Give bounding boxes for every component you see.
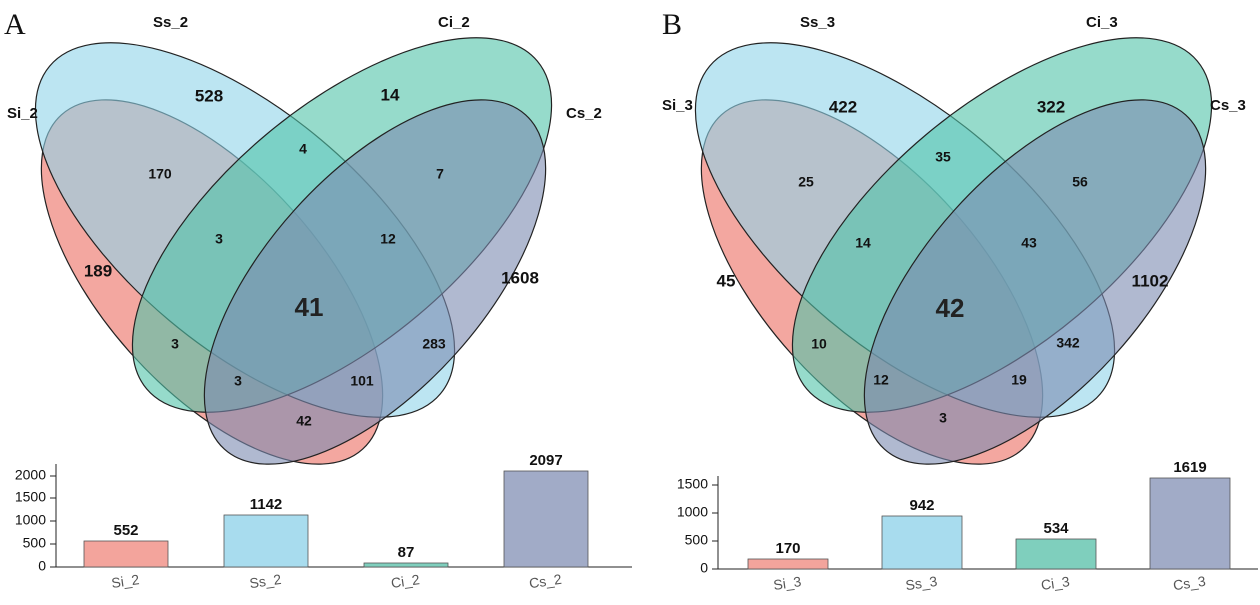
- panel-b-xtick-si: Si_3: [772, 573, 802, 593]
- panel-b-bar-value-ss: 942: [909, 497, 934, 514]
- panel-a-region-ss-only: 528: [195, 86, 223, 105]
- panel-a-region-ci-cs: 7: [436, 166, 444, 182]
- panel-a-bar-ss: [223, 514, 309, 568]
- panel-b-label-ci: Ci_3: [1086, 14, 1118, 31]
- panel-a-bar-chart: 0 500 1000 1500 2000 552 11: [15, 452, 632, 591]
- panel-b-bar-si: [747, 558, 829, 570]
- panel-b-region-ss-only: 422: [829, 97, 857, 116]
- panel-a: A Si_2 Ss_2 Ci_2 Cs_2 528 14 189 1608 17…: [4, 8, 632, 591]
- panel-a-venn: Si_2 Ss_2 Ci_2 Cs_2 528 14 189 1608 170 …: [7, 14, 602, 465]
- panel-b-region-si-ss-ci: 14: [855, 235, 871, 251]
- panel-a-bar-ci: [363, 562, 449, 568]
- panel-a-label-ss: Ss_2: [153, 14, 188, 31]
- panel-a-region-si-ci-cs: 3: [234, 373, 242, 389]
- panel-a-region-ss-ci-cs: 12: [380, 231, 396, 247]
- panel-b-label-ss: Ss_3: [800, 14, 835, 31]
- panel-a-region-ss-ci: 4: [299, 141, 307, 157]
- panel-a-region-si-only: 189: [84, 261, 112, 280]
- panel-b-label-cs: Cs_3: [1210, 97, 1246, 114]
- panel-a-ytick-1500: 1500: [15, 489, 56, 505]
- panel-b-letter: B: [662, 8, 682, 41]
- panel-a-ytick-label: 0: [38, 558, 46, 574]
- panel-b-ytick-1500: 1500: [677, 476, 718, 492]
- panel-a-ytick-label: 1000: [15, 512, 46, 528]
- panel-b-bar-value-cs: 1619: [1173, 459, 1206, 476]
- panel-b-label-si: Si_3: [662, 97, 693, 114]
- panel-b-ytick-label: 500: [685, 532, 709, 548]
- panel-b-region-si-ss-cs: 19: [1011, 372, 1027, 388]
- panel-a-ytick-0: 0: [38, 558, 56, 574]
- panel-a-region-si-ci: 3: [171, 336, 179, 352]
- panel-b-region-si-ci: 10: [811, 336, 827, 352]
- panel-b-bar-value-ci: 534: [1043, 520, 1069, 537]
- panel-b-bar-chart: 0 500 1000 1500 170 942 534 1619 Si_3: [677, 459, 1258, 593]
- panel-a-region-si-cs: 42: [296, 413, 312, 429]
- panel-b-ytick-0: 0: [700, 560, 718, 576]
- panel-a-xtick-ss: Ss_2: [248, 571, 282, 591]
- panel-a-xtick-ci: Ci_2: [390, 571, 421, 591]
- panel-a-bar-si: [83, 540, 169, 568]
- panel-b-bar-cs: [1149, 477, 1231, 570]
- panel-a-ytick-label: 500: [23, 535, 47, 551]
- panel-b-bar-value-si: 170: [775, 540, 800, 557]
- panel-a-xtick-cs: Cs_2: [528, 571, 563, 591]
- panel-b-ellipse-cs: [863, 99, 1207, 465]
- panel-b-region-si-ss: 25: [798, 174, 814, 190]
- panel-b-region-ss-ci: 35: [935, 149, 951, 165]
- panel-b-venn: Si_3 Ss_3 Ci_3 Cs_3 422 322 45 1102 25 3…: [662, 14, 1246, 465]
- panel-b-region-cs-only: 1102: [1132, 271, 1169, 290]
- panel-b-ytick-label: 1500: [677, 476, 708, 492]
- panel-b-ytick-label: 1000: [677, 504, 708, 520]
- panel-a-region-all: 41: [295, 292, 324, 322]
- panel-b-region-si-only: 45: [717, 271, 736, 290]
- panel-b-region-si-cs: 3: [939, 410, 947, 426]
- panel-a-region-si-ss-ci: 3: [215, 231, 223, 247]
- panel-a-ellipse-cs: [203, 99, 547, 465]
- panel-a-ytick-1000: 1000: [15, 512, 56, 528]
- panel-a-region-si-ss-cs: 101: [350, 373, 374, 389]
- panel-a-bar-cs: [503, 470, 589, 568]
- panel-b-ytick-500: 500: [685, 532, 718, 548]
- panel-a-bar-value-cs: 2097: [529, 452, 562, 469]
- panel-a-letter: A: [4, 8, 26, 41]
- panel-a-region-si-ss: 170: [148, 166, 172, 182]
- panel-b-ytick-1000: 1000: [677, 504, 718, 520]
- panel-b-region-ss-cs: 342: [1056, 335, 1080, 351]
- panel-a-region-ss-cs: 283: [422, 336, 446, 352]
- panel-b-region-si-ci-cs: 12: [873, 372, 889, 388]
- panel-b-region-ci-only: 322: [1037, 97, 1065, 116]
- panel-a-bar-value-ss: 1142: [250, 496, 283, 513]
- panel-b: B Si_3 Ss_3 Ci_3 Cs_3 422 322 45 1102 25…: [662, 8, 1258, 593]
- panel-b-ytick-label: 0: [700, 560, 708, 576]
- panel-a-xtick-si: Si_2: [110, 571, 140, 591]
- panel-a-ytick-label: 2000: [15, 467, 46, 483]
- panel-b-bar-ss: [881, 515, 963, 570]
- panel-b-xtick-ci: Ci_3: [1040, 573, 1071, 593]
- panel-a-ytick-500: 500: [23, 535, 56, 551]
- panel-a-ytick-2000: 2000: [15, 467, 56, 483]
- panel-a-label-cs: Cs_2: [566, 105, 602, 122]
- panel-a-label-ci: Ci_2: [438, 14, 470, 31]
- panel-a-region-cs-only: 1608: [501, 268, 539, 287]
- panel-b-region-ss-ci-cs: 43: [1021, 235, 1037, 251]
- panel-b-bar-ci: [1015, 538, 1097, 570]
- panel-a-label-si: Si_2: [7, 105, 38, 122]
- panel-a-region-ci-only: 14: [381, 85, 400, 104]
- panel-b-xtick-cs: Cs_3: [1172, 573, 1207, 593]
- panel-a-bar-value-si: 552: [113, 522, 138, 539]
- panel-a-ytick-label: 1500: [15, 489, 46, 505]
- panel-b-region-all: 42: [936, 293, 965, 323]
- panel-a-bar-value-ci: 87: [398, 544, 415, 561]
- panel-b-region-ci-cs: 56: [1072, 174, 1088, 190]
- panel-b-xtick-ss: Ss_3: [904, 573, 938, 593]
